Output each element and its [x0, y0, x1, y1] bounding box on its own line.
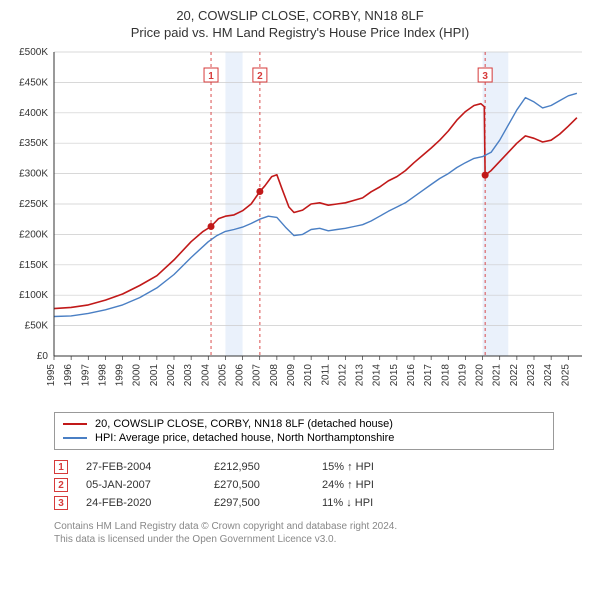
- svg-text:£300K: £300K: [19, 169, 48, 180]
- svg-text:1996: 1996: [63, 364, 74, 387]
- svg-text:£0: £0: [37, 351, 49, 362]
- svg-text:3: 3: [482, 71, 488, 82]
- svg-text:2016: 2016: [406, 364, 417, 387]
- sale-row: 1 27-FEB-2004 £212,950 15% ↑ HPI: [54, 458, 590, 476]
- svg-text:2001: 2001: [149, 364, 160, 387]
- sale-row: 2 05-JAN-2007 £270,500 24% ↑ HPI: [54, 476, 590, 494]
- sale-price: £297,500: [214, 497, 304, 509]
- svg-text:£350K: £350K: [19, 138, 48, 149]
- svg-text:2015: 2015: [389, 364, 400, 387]
- sale-marker-icon: 3: [54, 496, 68, 510]
- footer-line1: Contains HM Land Registry data © Crown c…: [54, 520, 590, 533]
- svg-text:£500K: £500K: [19, 47, 48, 58]
- legend-swatch: [63, 423, 87, 425]
- svg-text:2024: 2024: [543, 364, 554, 387]
- svg-text:2004: 2004: [200, 364, 211, 387]
- svg-text:2000: 2000: [132, 364, 143, 387]
- title-block: 20, COWSLIP CLOSE, CORBY, NN18 8LF Price…: [10, 8, 590, 40]
- chart-title: 20, COWSLIP CLOSE, CORBY, NN18 8LF: [10, 8, 590, 23]
- svg-text:1997: 1997: [80, 364, 91, 387]
- svg-text:2008: 2008: [269, 364, 280, 387]
- svg-text:1998: 1998: [97, 364, 108, 387]
- sale-date: 24-FEB-2020: [86, 497, 196, 509]
- sale-delta: 24% ↑ HPI: [322, 479, 422, 491]
- svg-text:2023: 2023: [526, 364, 537, 387]
- svg-text:2013: 2013: [355, 364, 366, 387]
- svg-text:2022: 2022: [509, 364, 520, 387]
- svg-text:2014: 2014: [372, 364, 383, 387]
- chart-area: £0 £50K £100K £150K £200K £250K £300K £350K £400…: [10, 46, 590, 406]
- svg-text:2012: 2012: [337, 364, 348, 387]
- footer-line2: This data is licensed under the Open Gov…: [54, 533, 590, 546]
- svg-text:1: 1: [208, 71, 214, 82]
- legend: 20, COWSLIP CLOSE, CORBY, NN18 8LF (deta…: [54, 412, 554, 450]
- sale-date: 27-FEB-2004: [86, 461, 196, 473]
- svg-text:1995: 1995: [46, 364, 57, 387]
- svg-text:£150K: £150K: [19, 260, 48, 271]
- svg-text:£200K: £200K: [19, 229, 48, 240]
- line-chart: £0 £50K £100K £150K £200K £250K £300K £350K £400…: [10, 46, 590, 406]
- svg-text:2011: 2011: [320, 364, 331, 386]
- svg-text:2017: 2017: [423, 364, 434, 387]
- sale-row: 3 24-FEB-2020 £297,500 11% ↓ HPI: [54, 494, 590, 512]
- legend-item: 20, COWSLIP CLOSE, CORBY, NN18 8LF (deta…: [63, 417, 545, 431]
- sale-price: £212,950: [214, 461, 304, 473]
- svg-text:£400K: £400K: [19, 108, 48, 119]
- svg-text:2002: 2002: [166, 364, 177, 387]
- svg-text:1999: 1999: [115, 364, 126, 387]
- chart-subtitle: Price paid vs. HM Land Registry's House …: [10, 25, 590, 40]
- sale-delta: 11% ↓ HPI: [322, 497, 422, 509]
- svg-text:2019: 2019: [457, 364, 468, 387]
- legend-label: 20, COWSLIP CLOSE, CORBY, NN18 8LF (deta…: [95, 418, 393, 430]
- sale-marker-icon: 1: [54, 460, 68, 474]
- legend-swatch: [63, 437, 87, 439]
- sale-delta: 15% ↑ HPI: [322, 461, 422, 473]
- svg-text:£450K: £450K: [19, 77, 48, 88]
- svg-text:2: 2: [257, 71, 263, 82]
- svg-text:2009: 2009: [286, 364, 297, 387]
- svg-text:£100K: £100K: [19, 290, 48, 301]
- svg-text:2020: 2020: [475, 364, 486, 387]
- sale-date: 05-JAN-2007: [86, 479, 196, 491]
- sale-marker-icon: 2: [54, 478, 68, 492]
- sales-table: 1 27-FEB-2004 £212,950 15% ↑ HPI 2 05-JAN-200…: [54, 458, 590, 512]
- svg-text:2006: 2006: [235, 364, 246, 387]
- svg-text:2025: 2025: [560, 364, 571, 387]
- svg-text:2003: 2003: [183, 364, 194, 387]
- sale-price: £270,500: [214, 479, 304, 491]
- svg-text:2005: 2005: [217, 364, 228, 387]
- svg-text:2010: 2010: [303, 364, 314, 387]
- svg-text:£250K: £250K: [19, 199, 48, 210]
- legend-item: HPI: Average price, detached house, Nort…: [63, 431, 545, 445]
- svg-text:2021: 2021: [492, 364, 503, 387]
- svg-text:2018: 2018: [440, 364, 451, 387]
- svg-text:2007: 2007: [252, 364, 263, 387]
- svg-text:£50K: £50K: [25, 321, 49, 332]
- legend-label: HPI: Average price, detached house, Nort…: [95, 432, 394, 444]
- footer-attribution: Contains HM Land Registry data © Crown c…: [54, 520, 590, 546]
